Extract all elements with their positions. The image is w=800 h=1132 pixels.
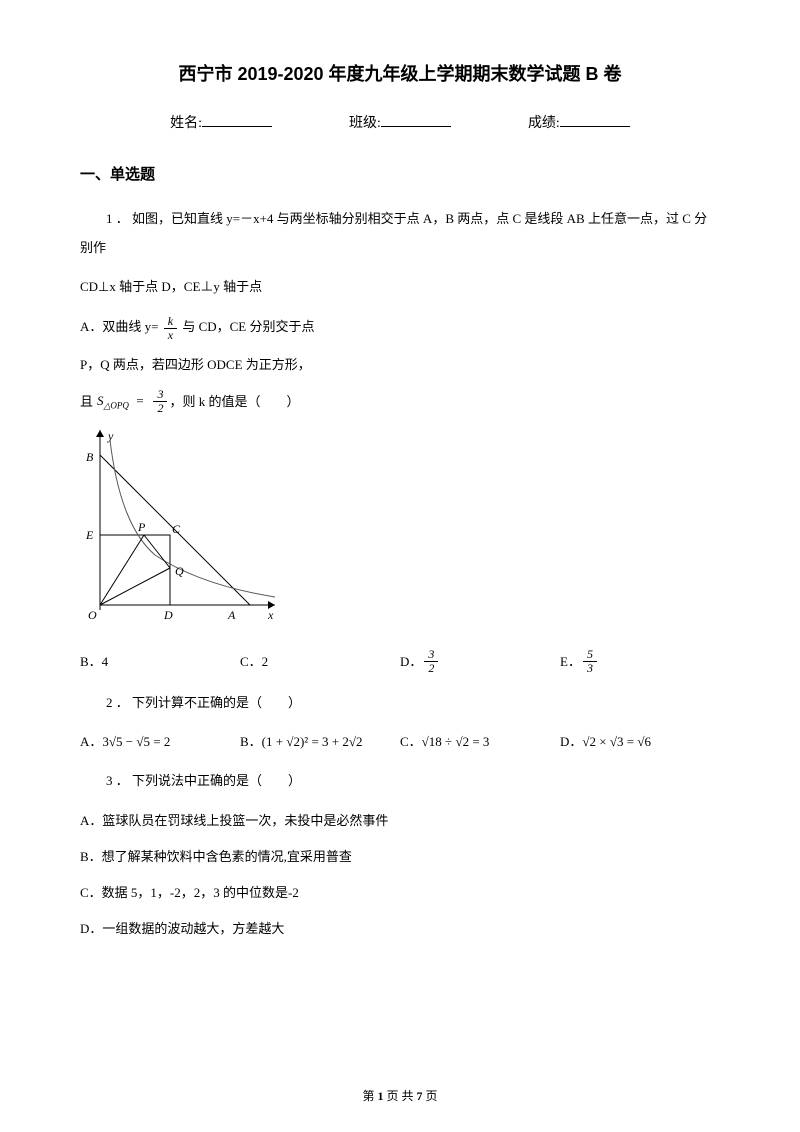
opt-label: B． [240, 730, 262, 753]
footer-suffix: 页 [423, 1089, 438, 1103]
section-heading: 一、单选题 [80, 163, 720, 187]
q1-body1: 如图，已知直线 y=－x+4 与两坐标轴分别相交于点 A，B 两点，点 C 是线… [80, 211, 707, 255]
opt-label: D． [400, 650, 422, 673]
q1-s-suffix: ，则 k 的值是（ ） [169, 389, 299, 415]
opt-label: B． [80, 650, 102, 673]
opt-label: E． [560, 650, 581, 673]
q1-s-prefix: 且 [80, 389, 93, 415]
q3-text: 3 ． 下列说法中正确的是（ ） [80, 767, 720, 796]
q1-a-suffix: 与 CD，CE 分别交于点 [182, 319, 314, 334]
lbl-A: A [227, 608, 236, 622]
frac-den: 3 [583, 661, 597, 675]
q3-opt-b: B．想了解某种饮料中含色素的情况,宜采用普查 [80, 844, 720, 870]
frac-den: 2 [153, 401, 167, 415]
lbl-D: D [163, 608, 173, 622]
opt-expr: 3√5 − √5 = 2 [102, 730, 170, 753]
page-footer: 第 1 页 共 7 页 [0, 1087, 800, 1106]
frac-den: 2 [424, 661, 438, 675]
opt-frac: 3 2 [424, 648, 438, 675]
q1-lineA: A．双曲线 y= k x 与 CD，CE 分别交于点 [80, 314, 720, 342]
name-blank [202, 113, 272, 127]
opt-expr: (1 + √2)² = 3 + 2√2 [262, 730, 363, 753]
page-title: 西宁市 2019-2020 年度九年级上学期期末数学试题 B 卷 [80, 60, 720, 89]
score-blank [560, 113, 630, 127]
s-opq: S△OPQ = [97, 388, 147, 415]
q2-opt-d: D． √2 × √3 = √6 [560, 730, 720, 753]
s-sub: △OPQ [104, 401, 129, 411]
frac-num: 5 [583, 648, 597, 661]
q2-num: 2 ． [106, 695, 129, 710]
class-label: 班级: [349, 116, 381, 131]
lbl-O: O [88, 608, 97, 622]
frac-num: 3 [424, 648, 438, 661]
opt-val: 4 [102, 650, 109, 673]
lbl-B: B [86, 450, 94, 464]
footer-mid: 页 共 [383, 1089, 416, 1103]
lbl-C: C [172, 522, 181, 536]
q2-options: A． 3√5 − √5 = 2 B． (1 + √2)² = 3 + 2√2 C… [80, 730, 720, 753]
q2-text: 2 ． 下列计算不正确的是（ ） [80, 689, 720, 718]
opt-label: C． [240, 650, 262, 673]
opt-label: D． [560, 730, 582, 753]
opt-label: A． [80, 730, 102, 753]
q1-options: B． 4 C． 2 D． 3 2 E． 5 3 [80, 648, 720, 675]
name-label: 姓名: [170, 116, 202, 131]
q1-text: 1 ． 如图，已知直线 y=－x+4 与两坐标轴分别相交于点 A，B 两点，点 … [80, 205, 720, 262]
q3-opt-a: A．篮球队员在罚球线上投篮一次，未投中是必然事件 [80, 808, 720, 834]
q2-opt-a: A． 3√5 − √5 = 2 [80, 730, 240, 753]
lbl-x: x [267, 608, 274, 622]
opt-expr: √2 × √3 = √6 [582, 730, 651, 753]
lbl-Q: Q [175, 564, 184, 578]
frac-den: x [164, 328, 177, 342]
q3-opt-d: D．一组数据的波动越大，方差越大 [80, 916, 720, 942]
opt-expr: √18 ÷ √2 = 3 [422, 730, 490, 753]
q3-opt-c: C．数据 5，1，-2，2，3 的中位数是-2 [80, 880, 720, 906]
q2-body: 下列计算不正确的是（ ） [132, 695, 301, 710]
q1-lineS: 且 S△OPQ = 3 2 ，则 k 的值是（ ） [80, 388, 720, 415]
class-blank [381, 113, 451, 127]
q1-opt-b: B． 4 [80, 650, 240, 673]
q2-opt-b: B． (1 + √2)² = 3 + 2√2 [240, 730, 400, 753]
q1-a-prefix: A．双曲线 y= [80, 319, 158, 334]
q3-num: 3 ． [106, 773, 129, 788]
lbl-P: P [137, 520, 146, 534]
q1-opt-c: C． 2 [240, 650, 400, 673]
q1-lineP: P，Q 两点，若四边形 ODCE 为正方形， [80, 352, 720, 378]
frac-num: k [164, 315, 177, 328]
opt-label: C． [400, 730, 422, 753]
q1-body2: CD⊥x 轴于点 D，CE⊥y 轴于点 [80, 274, 720, 300]
q2-opt-c: C． √18 ÷ √2 = 3 [400, 730, 560, 753]
q1-frac-kx: k x [164, 315, 177, 342]
meta-row: 姓名: 班级: 成绩: [80, 113, 720, 135]
lbl-E: E [85, 528, 94, 542]
q1-opt-d: D． 3 2 [400, 648, 560, 675]
opt-frac: 5 3 [583, 648, 597, 675]
opt-val: 2 [262, 650, 269, 673]
lbl-y: y [107, 429, 114, 443]
q1-graph-svg: y B E P C Q O D A x [80, 425, 280, 625]
q1-graph: y B E P C Q O D A x [80, 425, 720, 633]
q3-body: 下列说法中正确的是（ ） [132, 773, 301, 788]
q1-opt-e: E． 5 3 [560, 648, 720, 675]
score-label: 成绩: [528, 116, 560, 131]
footer-prefix: 第 [362, 1089, 377, 1103]
q1-num: 1 ． [106, 211, 129, 226]
q1-frac-32: 3 2 [153, 388, 167, 415]
frac-num: 3 [153, 388, 167, 401]
